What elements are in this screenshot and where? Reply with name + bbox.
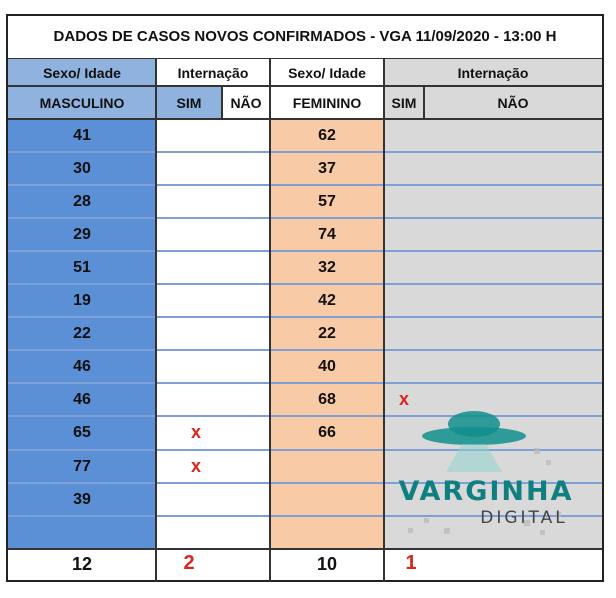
female-age-cell: 66	[318, 424, 336, 442]
row-divider	[8, 184, 602, 187]
female-age-cell: 42	[318, 292, 336, 310]
cases-table: DADOS DE CASOS NOVOS CONFIRMADOS - VGA 1…	[6, 14, 604, 582]
male-age-cell: 19	[73, 292, 91, 310]
divider	[8, 118, 602, 120]
male-age-cell: 41	[73, 127, 91, 144]
male-age-cell: 28	[73, 193, 91, 211]
male-internacao-column	[156, 120, 270, 548]
total-female-sim: 1	[405, 552, 417, 574]
male-age-cell: 46	[73, 358, 91, 376]
divider	[8, 548, 602, 550]
row-divider	[8, 415, 602, 418]
female-age-cell: 40	[318, 358, 336, 376]
female-age-cell: 57	[318, 193, 336, 211]
male-age-column	[8, 120, 156, 548]
male-sim-cell: x	[190, 455, 201, 476]
header-feminino: FEMININO	[292, 94, 362, 111]
female-age-cell: 22	[318, 325, 336, 343]
total-male-sim: 2	[183, 552, 195, 574]
row-divider	[8, 448, 602, 451]
female-age-cell: 62	[318, 127, 336, 144]
divider	[8, 85, 602, 87]
header-masculino: MASCULINO	[8, 86, 156, 119]
row-divider	[8, 283, 602, 286]
male-age-cell: 39	[73, 490, 91, 508]
header-nao-m: NÃO	[230, 94, 262, 111]
male-age-cell: 46	[73, 391, 91, 409]
row-divider	[8, 349, 602, 352]
divider	[423, 86, 425, 119]
header-sexo-idade-m: Sexo/ Idade	[8, 59, 156, 86]
female-age-cell: 32	[318, 259, 336, 277]
table-title: DADOS DE CASOS NOVOS CONFIRMADOS - VGA 1…	[8, 16, 602, 59]
row-divider	[8, 481, 602, 484]
female-sim-cell: x	[398, 389, 409, 410]
divider	[221, 86, 223, 119]
header-internacao-m: Internação	[177, 64, 249, 81]
female-age-cell: 37	[318, 160, 336, 178]
row-divider	[8, 217, 602, 220]
male-age-cell: 22	[73, 325, 91, 343]
watermark-line2: DIGITAL	[480, 508, 568, 528]
male-age-cell: 30	[73, 160, 91, 178]
total-male-count: 12	[71, 554, 93, 574]
female-age-cell: 68	[318, 391, 336, 409]
row-divider	[8, 382, 602, 385]
female-internacao-column	[384, 120, 602, 548]
male-age-cell: 51	[73, 259, 91, 277]
row-divider	[8, 151, 602, 154]
male-age-cell: 65	[73, 424, 91, 442]
total-female-count: 10	[316, 554, 338, 574]
row-divider	[8, 514, 602, 517]
row-divider	[8, 316, 602, 319]
female-age-column	[270, 120, 384, 548]
male-age-cell: 77	[73, 457, 91, 475]
male-age-cell: 29	[73, 226, 91, 244]
varginha-digital-watermark: VARGINHA DIGITAL	[384, 400, 602, 548]
divider	[155, 59, 157, 582]
male-sim-cell: x	[190, 422, 201, 443]
divider	[383, 59, 385, 582]
header-nao-f: NÃO	[424, 86, 602, 119]
header-sim-f: SIM	[384, 86, 424, 119]
row-divider	[8, 250, 602, 253]
header-sexo-idade-f: Sexo/ Idade	[288, 64, 366, 81]
header-sim-m: SIM	[156, 86, 222, 119]
watermark-line1: VARGINHA	[398, 476, 574, 507]
female-age-cell: 74	[318, 226, 336, 244]
ufo-icon	[408, 411, 561, 535]
header-internacao-f: Internação	[384, 59, 602, 86]
divider	[269, 59, 271, 582]
